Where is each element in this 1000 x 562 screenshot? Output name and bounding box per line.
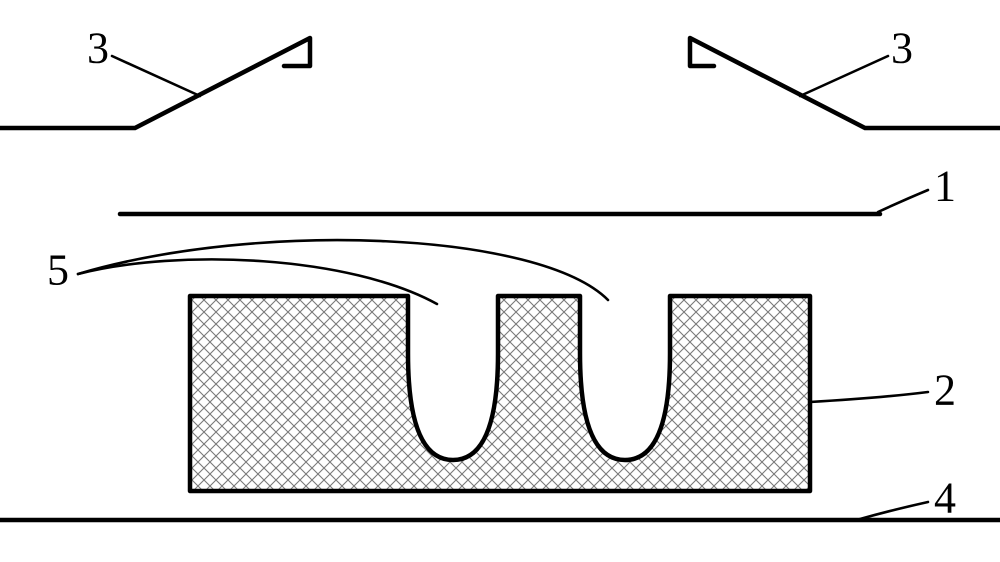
upper-profile-left xyxy=(0,38,310,128)
callout-leader-4 xyxy=(860,502,928,519)
callout-leader-1 xyxy=(800,56,888,96)
callout-leader-2 xyxy=(878,190,928,212)
callout-leader-6 xyxy=(78,240,608,300)
callout-leader-3 xyxy=(810,392,928,402)
upper-profile-right xyxy=(690,38,1000,128)
diagram-svg xyxy=(0,0,1000,562)
diagram-stage: 3 3 1 2 4 5 xyxy=(0,0,1000,562)
callout-leader-0 xyxy=(112,56,200,96)
